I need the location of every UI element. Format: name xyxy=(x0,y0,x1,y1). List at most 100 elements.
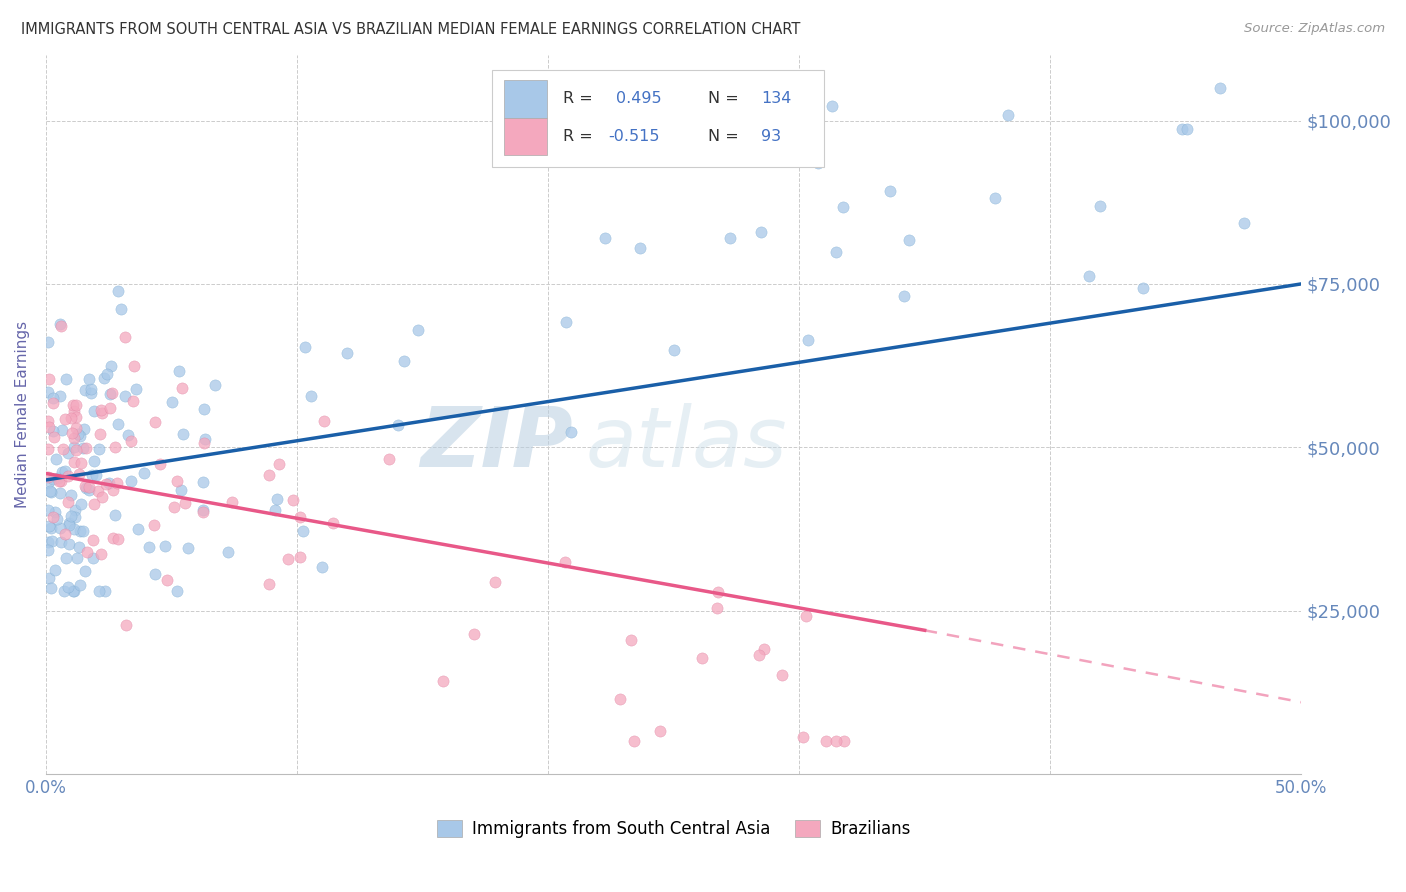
Point xyxy=(1171,122,1194,136)
Point xyxy=(825,734,848,748)
Point xyxy=(91,491,114,505)
Point xyxy=(105,475,128,490)
Point xyxy=(554,555,576,569)
Point xyxy=(73,383,96,397)
Point xyxy=(269,458,291,472)
Text: N =: N = xyxy=(707,128,738,144)
Point xyxy=(56,495,79,509)
Point xyxy=(593,230,616,244)
Point xyxy=(167,364,190,378)
Point xyxy=(58,537,80,551)
Point xyxy=(58,446,80,460)
Point xyxy=(98,387,121,401)
Point xyxy=(264,502,287,516)
Point xyxy=(1132,280,1154,294)
Point xyxy=(100,359,122,373)
Point xyxy=(166,584,188,599)
Point xyxy=(172,381,194,395)
Point xyxy=(49,475,72,489)
Point xyxy=(117,428,139,442)
Point xyxy=(55,527,77,541)
Point xyxy=(707,584,730,599)
Point xyxy=(37,542,59,557)
Point xyxy=(37,334,59,349)
Point xyxy=(772,667,794,681)
Point xyxy=(63,431,86,445)
Point xyxy=(69,524,91,538)
Point xyxy=(63,503,86,517)
Point xyxy=(51,423,73,437)
Point xyxy=(75,481,97,495)
Point xyxy=(156,574,179,588)
Point xyxy=(752,642,775,657)
Point xyxy=(83,454,105,468)
Point xyxy=(609,691,631,706)
Point xyxy=(42,473,65,487)
Point xyxy=(93,371,115,385)
Point xyxy=(72,524,94,538)
Point xyxy=(38,519,60,533)
Point xyxy=(65,443,87,458)
Point xyxy=(555,315,578,329)
FancyBboxPatch shape xyxy=(492,70,824,167)
Point xyxy=(73,479,96,493)
Point xyxy=(143,566,166,581)
Point xyxy=(82,551,104,566)
Point xyxy=(37,414,59,428)
Point xyxy=(94,477,117,491)
Point xyxy=(628,241,651,255)
Point xyxy=(93,584,115,599)
Text: R =: R = xyxy=(564,128,593,144)
Point xyxy=(44,563,66,577)
Point xyxy=(37,469,59,483)
Point xyxy=(96,368,118,382)
Point xyxy=(41,396,63,410)
Point xyxy=(55,551,77,566)
Point xyxy=(834,734,856,748)
Point xyxy=(82,533,104,548)
Point xyxy=(76,545,98,559)
Point xyxy=(58,518,80,533)
Point xyxy=(60,410,83,425)
Point xyxy=(1088,199,1111,213)
Point xyxy=(37,503,59,517)
Y-axis label: Median Female Earnings: Median Female Earnings xyxy=(15,321,30,508)
Point xyxy=(79,483,101,497)
Point xyxy=(48,485,70,500)
Point xyxy=(65,510,87,524)
Text: 0.495: 0.495 xyxy=(616,92,661,106)
Point xyxy=(821,99,844,113)
Point xyxy=(46,511,69,525)
Point xyxy=(55,372,77,386)
Point xyxy=(60,488,83,502)
Point xyxy=(53,464,76,478)
Point xyxy=(311,560,333,574)
Text: 93: 93 xyxy=(762,128,782,144)
Point xyxy=(690,651,713,665)
Point xyxy=(90,547,112,561)
Point xyxy=(322,516,344,530)
Point xyxy=(38,572,60,586)
Point xyxy=(60,509,83,524)
Point xyxy=(63,522,86,536)
Point xyxy=(257,468,280,483)
Point xyxy=(101,531,124,545)
Point xyxy=(312,414,335,428)
Point xyxy=(53,584,76,599)
Point xyxy=(39,484,62,499)
Point xyxy=(62,398,84,412)
Point xyxy=(42,510,65,524)
Point xyxy=(53,412,76,426)
Point xyxy=(796,609,818,624)
Point xyxy=(221,495,243,509)
Point xyxy=(160,395,183,409)
Point xyxy=(718,231,741,245)
Point xyxy=(65,398,87,412)
Point xyxy=(114,330,136,344)
Point xyxy=(163,500,186,515)
Point xyxy=(121,393,143,408)
Point xyxy=(176,541,198,556)
Point xyxy=(1208,80,1230,95)
Point xyxy=(107,532,129,546)
Point xyxy=(37,442,59,456)
